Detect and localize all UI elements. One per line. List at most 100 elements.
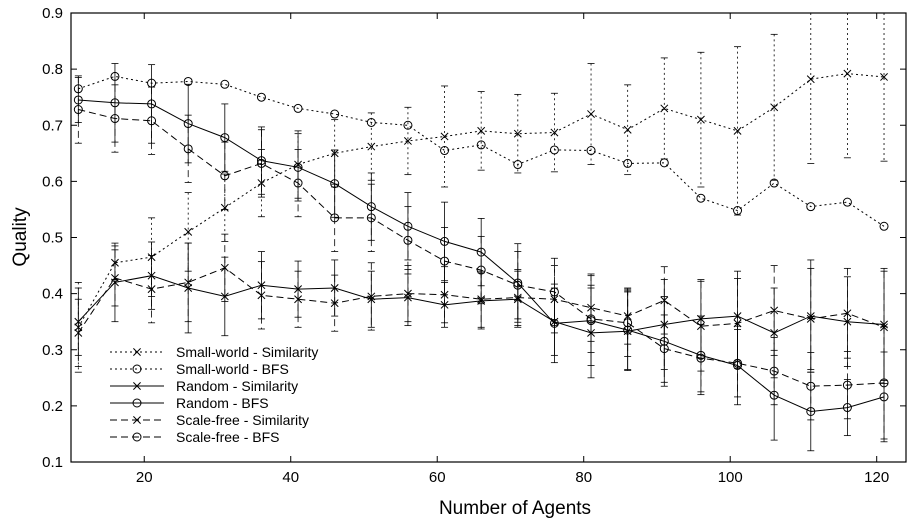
scale-free-bfs-error-bar xyxy=(184,114,192,183)
series-markers xyxy=(73,69,889,416)
scale-free-similarity-point xyxy=(880,323,888,332)
scale-free-bfs-error-bar xyxy=(734,329,742,398)
small-world-bfs-line xyxy=(78,75,885,227)
scale-free-bfs-error-bar xyxy=(807,352,815,421)
scale-free-similarity-point xyxy=(477,295,486,304)
scale-free-bfs-point xyxy=(879,378,889,388)
small-world-bfs-point xyxy=(220,79,230,89)
random-bfs-point xyxy=(549,318,559,328)
scale-free-bfs-point xyxy=(769,366,779,376)
random-bfs-point xyxy=(842,403,852,413)
random-bfs-point xyxy=(183,119,193,129)
scale-free-similarity-point xyxy=(660,296,669,305)
random-bfs-point xyxy=(879,392,889,402)
scale-free-similarity-point xyxy=(696,322,705,331)
small-world-similarity-error-bar xyxy=(550,92,558,173)
scale-free-similarity-point xyxy=(513,293,522,302)
legend-swatch-marker xyxy=(133,348,141,356)
random-similarity-point xyxy=(587,328,595,337)
x-tick-label: 80 xyxy=(575,469,592,486)
scale-free-bfs-point xyxy=(842,380,852,390)
x-tick-label: 20 xyxy=(136,469,153,486)
scale-free-bfs-point xyxy=(110,114,120,124)
scale-free-bfs-point xyxy=(806,381,816,391)
small-world-similarity-point xyxy=(440,132,449,141)
random-bfs-point xyxy=(696,350,706,360)
y-tick-label: 0.3 xyxy=(42,342,63,359)
random-similarity-point xyxy=(440,300,449,309)
scale-free-bfs-point xyxy=(220,171,230,181)
random-bfs-point xyxy=(403,221,413,231)
scale-free-similarity-point xyxy=(623,312,632,321)
small-world-similarity-point xyxy=(74,323,83,332)
random-similarity-point xyxy=(880,320,888,329)
random-similarity-point xyxy=(184,284,193,292)
scale-free-similarity-point xyxy=(257,291,266,300)
random-bfs-point xyxy=(73,95,83,105)
random-similarity-point xyxy=(147,271,156,280)
scale-free-bfs-point xyxy=(549,287,559,297)
small-world-bfs-point xyxy=(183,76,193,86)
legend-label: Small-world - BFS xyxy=(176,361,289,377)
scale-free-similarity-point xyxy=(806,314,815,323)
y-axis: 0.1 0.2 0.3 0.4 0.5 0.6 0.7 0.8 0.9 xyxy=(42,5,906,471)
small-world-similarity-point xyxy=(220,203,229,212)
x-tick-label: 40 xyxy=(282,469,299,486)
small-world-bfs-point xyxy=(330,109,340,119)
scale-free-similarity-point xyxy=(74,328,83,337)
random-similarity-point xyxy=(660,320,669,329)
small-world-similarity-point xyxy=(733,126,742,135)
y-tick-label: 0.4 xyxy=(42,286,63,303)
legend-item-random-bfs: Random - BFS xyxy=(110,395,269,411)
scale-free-similarity-point xyxy=(367,292,376,301)
small-world-similarity-point xyxy=(770,103,779,112)
small-world-bfs-point xyxy=(110,71,120,81)
small-world-similarity-point xyxy=(330,149,339,158)
small-world-bfs-point xyxy=(147,78,157,88)
scale-free-similarity-point xyxy=(770,306,779,315)
x-tick-label: 100 xyxy=(718,469,743,486)
random-bfs-point xyxy=(476,247,486,257)
random-similarity-point xyxy=(74,317,83,326)
random-bfs-point xyxy=(440,236,450,246)
scale-free-bfs-point xyxy=(696,353,706,363)
small-world-similarity-error-bar xyxy=(880,13,888,162)
scale-free-bfs-point xyxy=(623,318,633,328)
small-world-bfs-point xyxy=(403,120,413,130)
small-world-similarity-point xyxy=(513,129,522,138)
small-world-bfs-point xyxy=(659,158,669,168)
random-bfs-point xyxy=(256,156,266,166)
legend-label: Scale-free - BFS xyxy=(176,429,279,445)
scale-free-bfs-point xyxy=(476,265,486,275)
scale-free-bfs-point xyxy=(330,213,340,223)
scale-free-bfs-error-bar xyxy=(624,288,632,357)
y-tick-label: 0.8 xyxy=(42,61,63,78)
random-similarity-point xyxy=(367,295,376,304)
small-world-bfs-point xyxy=(256,92,266,102)
scale-free-bfs-point xyxy=(183,144,193,154)
small-world-bfs-point xyxy=(293,103,303,113)
y-tick-label: 0.5 xyxy=(42,230,63,247)
scale-free-similarity-line xyxy=(77,267,885,334)
y-tick-label: 0.9 xyxy=(42,5,63,22)
random-bfs-point xyxy=(293,162,303,172)
legend-item-small-world-similarity: Small-world - Similarity xyxy=(110,344,318,360)
legend-item-scale-free-bfs: Scale-free - BFS xyxy=(110,429,279,445)
random-bfs-point xyxy=(659,336,669,346)
scale-free-bfs-line xyxy=(78,109,885,387)
small-world-similarity-point xyxy=(696,115,705,124)
small-world-bfs-point xyxy=(769,178,779,188)
random-bfs-point xyxy=(733,360,743,370)
random-bfs-point xyxy=(623,325,633,335)
random-similarity-point xyxy=(806,312,815,321)
scale-free-bfs-point xyxy=(293,178,303,188)
small-world-similarity-point xyxy=(147,253,156,262)
random-bfs-point xyxy=(330,179,340,189)
small-world-similarity-error-bar xyxy=(477,91,485,171)
scale-free-similarity-point xyxy=(587,303,595,312)
small-world-similarity-error-bar xyxy=(514,93,522,174)
legend-label: Scale-free - Similarity xyxy=(176,412,309,428)
small-world-similarity-error-bar xyxy=(697,51,705,188)
random-similarity-point xyxy=(733,312,742,321)
small-world-similarity-error-bar xyxy=(624,84,632,176)
